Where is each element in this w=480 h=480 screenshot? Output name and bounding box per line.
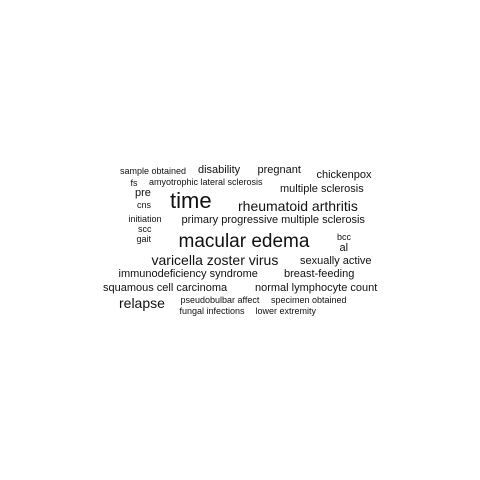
word-chickenpox: chickenpox bbox=[316, 168, 372, 181]
word-lower-extremity: lower extremity bbox=[255, 305, 317, 316]
word-fungal-infections: fungal infections bbox=[179, 305, 245, 316]
word-time: time bbox=[170, 188, 212, 213]
word-macular-edema: macular edema bbox=[178, 230, 310, 252]
word-amyotrophic-lateral-sclerosis: amyotrophic lateral sclerosis bbox=[149, 176, 263, 187]
word-pseudobulbar-affect: pseudobulbar affect bbox=[180, 294, 260, 305]
word-scc: scc bbox=[138, 223, 152, 234]
word-fs: fs bbox=[130, 177, 138, 188]
word-disability: disability bbox=[198, 163, 241, 176]
word-primary-progressive-multiple-sclerosis: primary progressive multiple sclerosis bbox=[181, 213, 365, 226]
word-multiple-sclerosis: multiple sclerosis bbox=[280, 182, 364, 195]
word-rheumatoid-arthritis: rheumatoid arthritis bbox=[238, 198, 358, 214]
word-al: al bbox=[339, 241, 349, 254]
word-bcc: bcc bbox=[337, 231, 352, 242]
word-sample-obtained: sample obtained bbox=[120, 165, 187, 176]
word-immunodeficiency-syndrome: immunodeficiency syndrome bbox=[118, 267, 258, 280]
word-initiation: initiation bbox=[128, 213, 162, 224]
word-specimen-obtained: specimen obtained bbox=[271, 294, 347, 305]
word-pregnant: pregnant bbox=[257, 163, 301, 176]
word-gait: gait bbox=[136, 233, 152, 244]
word-varicella-zoster-virus: varicella zoster virus bbox=[151, 252, 279, 268]
word-relapse: relapse bbox=[119, 295, 165, 311]
word-normal-lymphocyte-count: normal lymphocyte count bbox=[255, 281, 378, 294]
word-pre: pre bbox=[135, 186, 151, 199]
word-cns: cns bbox=[137, 199, 152, 210]
word-squamous-cell-carcinoma: squamous cell carcinoma bbox=[103, 281, 228, 294]
word-breast-feeding: breast-feeding bbox=[284, 267, 355, 280]
word-sexually-active: sexually active bbox=[300, 254, 372, 267]
